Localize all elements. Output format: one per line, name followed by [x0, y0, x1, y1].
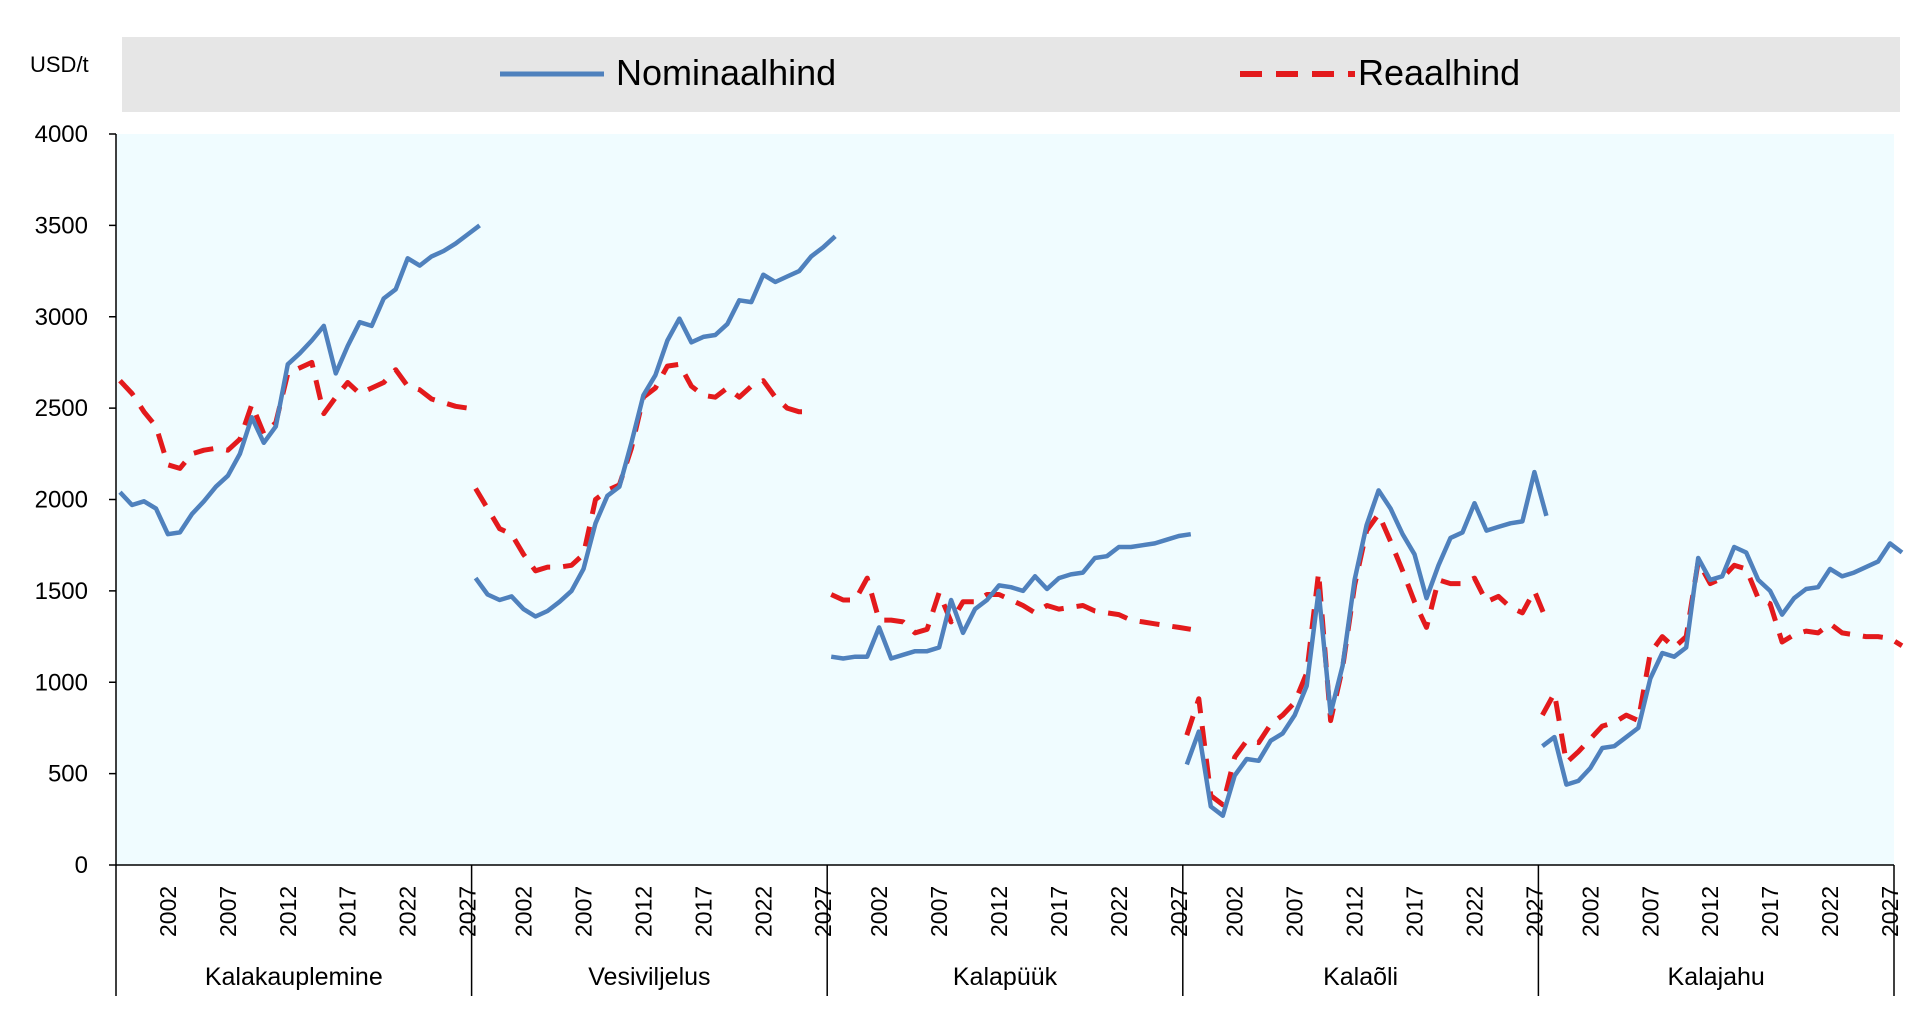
- series-line-nominal: [118, 223, 481, 537]
- series-line-nominal: [1541, 541, 1904, 787]
- x-tick-label: 2002: [511, 886, 537, 937]
- x-tick-label: 2017: [335, 886, 361, 937]
- x-tick-label: 2007: [1282, 886, 1308, 937]
- x-tick-label: 2012: [1697, 886, 1723, 937]
- x-tick-label: 2027: [1166, 886, 1192, 937]
- x-tick-label: 2012: [630, 886, 656, 937]
- x-tick-label: 2017: [1402, 886, 1428, 937]
- x-tick-label: 2012: [275, 886, 301, 937]
- x-tick-label: 2017: [690, 886, 716, 937]
- y-axis-unit-label: USD/t: [30, 52, 89, 77]
- legend: Nominaalhind Reaalhind: [122, 37, 1900, 112]
- group-label: Kalaõli: [1323, 963, 1398, 991]
- series-line-real: [1540, 559, 1904, 766]
- series-line-nominal: [830, 531, 1192, 661]
- x-tick-label: 2022: [1461, 886, 1487, 937]
- x-tick-label: 2007: [926, 886, 952, 937]
- y-tick-label: 2500: [35, 395, 88, 422]
- y-tick-label: 2000: [35, 487, 88, 514]
- x-tick-label: 2007: [570, 886, 596, 937]
- x-tick-label: 2002: [1222, 886, 1248, 937]
- legend-nominal-label: Nominaalhind: [616, 52, 836, 93]
- y-tick-label: 3500: [35, 212, 88, 239]
- group-label: Kalajahu: [1668, 963, 1765, 991]
- x-tick-label: 2007: [215, 886, 241, 937]
- x-tick-label: 2002: [866, 886, 892, 937]
- x-tick-label: 2027: [455, 886, 481, 937]
- y-tick-label: 1000: [35, 669, 88, 696]
- series-line-nominal: [473, 234, 837, 619]
- x-tick-label: 2017: [1757, 886, 1783, 937]
- series-line-nominal: [1184, 469, 1549, 818]
- y-tick-label: 1500: [35, 578, 88, 605]
- group-label: Kalakauplemine: [205, 963, 383, 991]
- x-tick-label: 2017: [1046, 886, 1072, 937]
- x-tick-label: 2022: [750, 886, 776, 937]
- series-layer: [118, 223, 1904, 818]
- x-tick-label: 2027: [1877, 886, 1903, 937]
- y-tick-label: 4000: [35, 121, 88, 148]
- x-tick-label: 2012: [986, 886, 1012, 937]
- legend-background: [122, 37, 1900, 112]
- x-tick-label: 2002: [1577, 886, 1603, 937]
- group-label: Vesiviljelus: [588, 963, 710, 991]
- x-tick-label: 2027: [1521, 886, 1547, 937]
- y-tick-label: 3000: [35, 304, 88, 331]
- series-line-real: [118, 359, 480, 471]
- x-tick-label: 2002: [155, 886, 181, 937]
- axes: 0 500 1000 1500 2000 2500 3000 3500 4000 2002 2007…: [35, 121, 1903, 996]
- group-label: Kalapüük: [953, 963, 1058, 991]
- x-tick-label: 2007: [1637, 886, 1663, 937]
- x-tick-label: 2022: [395, 886, 421, 937]
- series-line-real: [830, 575, 1192, 636]
- y-tick-label: 500: [48, 761, 88, 788]
- plot-area: [116, 134, 1894, 865]
- x-tick-label: 2027: [810, 886, 836, 937]
- x-tick-label: 2022: [1106, 886, 1132, 937]
- y-tick-label: 0: [75, 852, 88, 879]
- x-tick-label: 2022: [1817, 886, 1843, 937]
- legend-real-label: Reaalhind: [1358, 52, 1520, 93]
- x-tick-label: 2012: [1342, 886, 1368, 937]
